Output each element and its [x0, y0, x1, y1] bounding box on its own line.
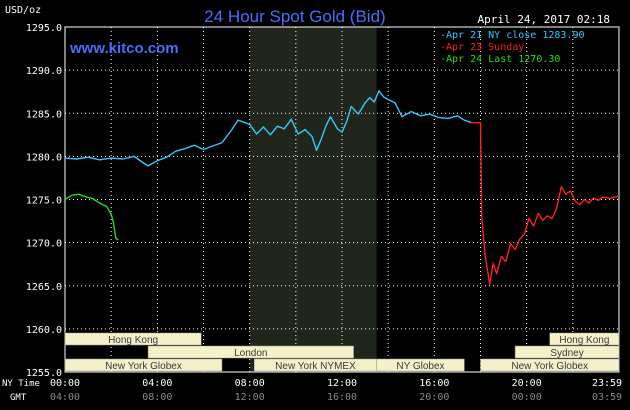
session-bar-fill — [147, 345, 354, 359]
session-bar-fill — [514, 345, 620, 359]
session-label: Sydney — [550, 348, 583, 359]
session-label: NY Globex — [396, 361, 444, 372]
y-tick-label: 1295.0 — [26, 23, 62, 34]
session-label: London — [234, 348, 267, 359]
y-tick-label: 1255.0 — [26, 368, 62, 379]
x-tick-label-ny: 12:00 — [327, 378, 357, 389]
x-tick-label-ny: 20:00 — [512, 378, 542, 389]
session-bar: New York NYMEX — [254, 358, 377, 372]
session-label: Hong Kong — [559, 335, 609, 346]
y-axis-ticks: 1295.0 1290.0 1285.0 1280.0 1275.0 1270.0 1265… — [26, 23, 62, 379]
x-tick-label-gmt: 04:00 — [50, 392, 80, 403]
session-bar-fill — [64, 332, 202, 346]
x-axis-ticks: 00:00 04:00 04:00 08:00 08:00 12:00 12:00 16:00… — [50, 378, 622, 403]
session-bar: NY Globex — [376, 358, 465, 372]
session-label: New York NYMEX — [275, 361, 356, 372]
ny-time-label: NY Time — [2, 379, 40, 389]
gmt-label: GMT — [10, 393, 27, 403]
series-line-2 — [64, 193, 119, 241]
y-tick-label: 1260.0 — [26, 325, 62, 336]
series-line-0 — [64, 90, 472, 167]
session-bar: Sydney — [514, 345, 620, 359]
session-bar: Hong Kong — [64, 332, 202, 346]
session-label: Hong Kong — [108, 335, 158, 346]
session-bar-fill — [64, 358, 223, 372]
legend-entry: -Apr 21 NY close 1283.90 — [440, 30, 585, 41]
session-bar-fill — [376, 358, 465, 372]
chart-title: 24 Hour Spot Gold (Bid) — [204, 7, 385, 26]
legend-entry: -Apr 23 Sunday — [440, 42, 524, 53]
y-tick-label: 1270.0 — [26, 239, 62, 250]
session-bar: Hong Kong — [549, 332, 620, 346]
x-tick-label-gmt: 12:00 — [235, 392, 265, 403]
trading-sessions: Hong Kong London New York Globex New York N… — [64, 332, 620, 372]
legend: -Apr 21 NY close 1283.90-Apr 23 Sunday-A… — [440, 30, 585, 65]
y-tick-label: 1290.0 — [26, 66, 62, 77]
x-tick-label-ny: 23:59 — [592, 378, 622, 389]
session-label: New York Globex — [511, 361, 588, 372]
x-tick-label-gmt: 08:00 — [142, 392, 172, 403]
session-bar: New York Globex — [480, 358, 620, 372]
y-tick-label: 1285.0 — [26, 109, 62, 120]
x-tick-label-gmt: 16:00 — [327, 392, 357, 403]
x-tick-label-gmt: 03:59 — [592, 392, 622, 403]
x-tick-label-ny: 16:00 — [419, 378, 449, 389]
session-bar: London — [147, 345, 354, 359]
y-tick-label: 1275.0 — [26, 196, 62, 207]
session-label: New York Globex — [105, 361, 182, 372]
y-tick-label: 1265.0 — [26, 282, 62, 293]
legend-entry: -Apr 24 Last 1270.30 — [440, 54, 560, 65]
session-bar-fill — [480, 358, 620, 372]
session-bar-fill — [549, 332, 620, 346]
x-tick-label-ny: 08:00 — [235, 378, 265, 389]
x-tick-label-gmt: 20:00 — [419, 392, 449, 403]
y-axis-unit: USD/oz — [5, 5, 41, 16]
chart-date: April 24, 2017 02:18 — [478, 13, 610, 26]
series-line-1 — [471, 121, 620, 285]
session-bar: New York Globex — [64, 358, 223, 372]
price-series — [64, 90, 620, 285]
x-tick-label-gmt: 00:00 — [512, 392, 542, 403]
x-tick-label-ny: 00:00 — [50, 378, 80, 389]
y-tick-label: 1280.0 — [26, 152, 62, 163]
site-watermark[interactable]: www.kitco.com — [69, 40, 179, 57]
x-tick-label-ny: 04:00 — [142, 378, 172, 389]
